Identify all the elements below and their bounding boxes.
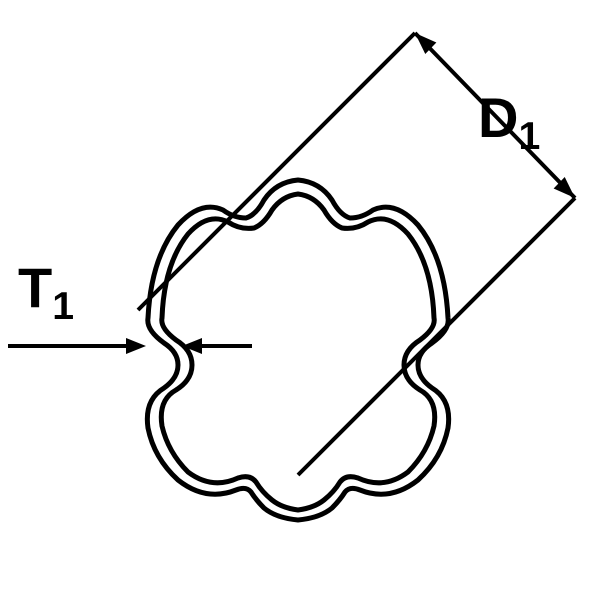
label-t1-main: T: [18, 256, 52, 319]
label-d1-main: D: [478, 86, 518, 149]
label-t1-sub: 1: [52, 285, 74, 328]
d1-extension-line-1: [138, 33, 415, 310]
profile-inner: [161, 194, 434, 510]
dimension-t1-group: [8, 338, 252, 354]
t1-arrow-left: [126, 338, 146, 354]
diagram-canvas: D1 T1: [0, 0, 600, 600]
label-d1-sub: 1: [518, 115, 540, 158]
label-d1: D1: [478, 85, 540, 159]
label-t1: T1: [18, 255, 74, 329]
